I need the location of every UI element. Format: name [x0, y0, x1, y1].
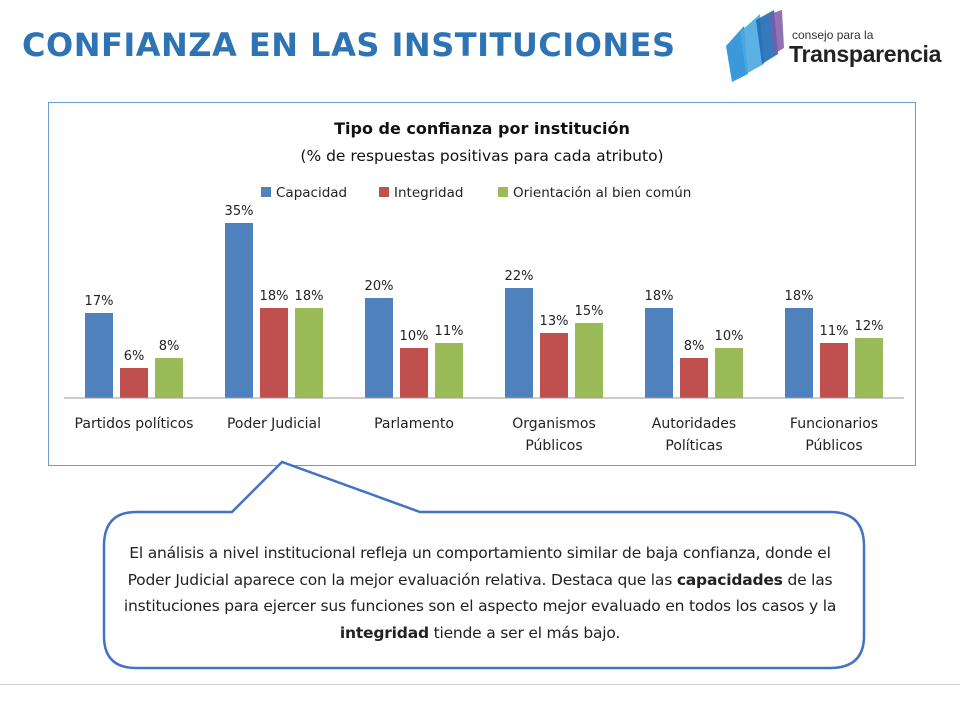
data-label-5-1: 11% — [820, 324, 849, 339]
category-label-5-1: Públicos — [805, 438, 862, 454]
bar-2-2 — [435, 343, 463, 398]
data-label-4-0: 18% — [645, 289, 674, 304]
data-label-2-0: 20% — [365, 279, 394, 294]
legend-label-0: Capacidad — [276, 185, 347, 201]
callout-text: El análisis a nivel institucional reflej… — [122, 540, 838, 646]
legend-swatch-2 — [498, 187, 508, 197]
legend-label-1: Integridad — [394, 185, 463, 201]
bar-0-1 — [120, 368, 148, 398]
data-label-1-1: 18% — [260, 289, 289, 304]
bar-0-0 — [85, 313, 113, 398]
data-label-2-1: 10% — [400, 329, 429, 344]
logo-mark-icon — [726, 10, 784, 82]
legend-swatch-1 — [379, 187, 389, 197]
callout-bold-capacidades: capacidades — [676, 570, 783, 589]
bar-4-0 — [645, 308, 673, 398]
bar-5-0 — [785, 308, 813, 398]
category-label-3-1: Públicos — [525, 438, 582, 454]
bar-2-1 — [400, 348, 428, 398]
data-label-3-1: 13% — [540, 314, 569, 329]
bar-chart: Tipo de confianza por institución (% de r… — [64, 119, 904, 454]
data-label-4-1: 8% — [684, 339, 705, 354]
chart-title: Tipo de confianza por institución — [334, 119, 630, 138]
data-label-0-0: 17% — [85, 294, 114, 309]
category-label-2-0: Parlamento — [374, 416, 454, 432]
bar-3-0 — [505, 288, 533, 398]
legend-label-2: Orientación al bien común — [513, 185, 691, 201]
callout-text-part2: de las instituciones para ejercer sus fu… — [123, 570, 837, 616]
data-label-1-0: 35% — [225, 204, 254, 219]
logo-text-big: Transparencia — [789, 41, 942, 67]
slide-title: CONFIANZA EN LAS INSTITUCIONES — [22, 26, 676, 64]
chart-subtitle: (% de respuestas positivas para cada atr… — [300, 147, 663, 165]
logo-text-small: consejo para la — [792, 28, 874, 42]
category-label-3-0: Organismos — [512, 416, 596, 432]
category-label-4-1: Políticas — [665, 438, 722, 454]
bar-3-1 — [540, 333, 568, 398]
bar-0-2 — [155, 358, 183, 398]
chart-frame — [48, 102, 916, 466]
bar-5-1 — [820, 343, 848, 398]
footer-divider — [0, 684, 960, 685]
data-label-3-0: 22% — [505, 269, 534, 284]
callout-text-part1: El análisis a nivel institucional reflej… — [127, 544, 831, 589]
data-label-0-2: 8% — [159, 339, 180, 354]
bar-2-0 — [365, 298, 393, 398]
bar-5-2 — [855, 338, 883, 398]
bar-1-1 — [260, 308, 288, 398]
data-label-5-0: 18% — [785, 289, 814, 304]
category-label-1-0: Poder Judicial — [227, 416, 321, 432]
logo — [722, 8, 912, 88]
callout-text-part3: tiende a ser el más bajo. — [428, 623, 621, 642]
category-label-0-0: Partidos políticos — [75, 416, 194, 432]
data-label-5-2: 12% — [855, 319, 884, 334]
bar-1-2 — [295, 308, 323, 398]
data-label-2-2: 11% — [435, 324, 464, 339]
callout-bold-integridad: integridad — [339, 623, 429, 642]
bar-4-1 — [680, 358, 708, 398]
data-label-0-1: 6% — [124, 349, 145, 364]
data-label-3-2: 15% — [575, 304, 604, 319]
bar-3-2 — [575, 323, 603, 398]
bar-4-2 — [715, 348, 743, 398]
bar-1-0 — [225, 223, 253, 398]
data-label-1-2: 18% — [295, 289, 324, 304]
data-label-4-2: 10% — [715, 329, 744, 344]
legend-swatch-0 — [261, 187, 271, 197]
category-label-4-0: Autoridades — [652, 416, 736, 432]
category-label-5-0: Funcionarios — [790, 416, 878, 432]
